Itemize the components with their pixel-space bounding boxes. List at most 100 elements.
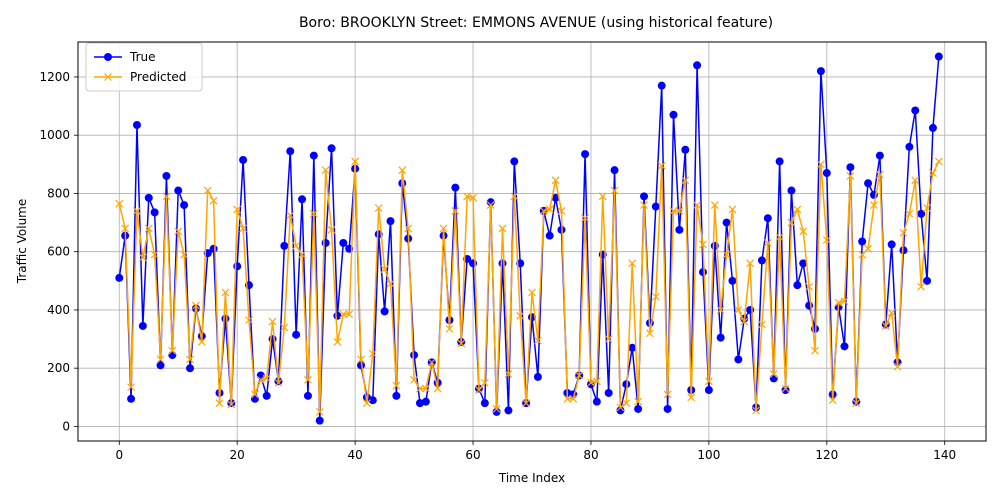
data-point-predicted [875, 170, 884, 179]
data-point-true [698, 268, 707, 277]
data-point-true [368, 396, 377, 405]
data-point-true [498, 259, 507, 268]
data-point-predicted [404, 224, 413, 233]
data-point-predicted [634, 397, 643, 406]
data-point-predicted [592, 377, 601, 386]
data-point-true [239, 155, 248, 164]
data-point-true [292, 330, 301, 339]
data-point-true [911, 106, 920, 115]
data-point-predicted [858, 250, 867, 259]
data-point-true [309, 151, 318, 160]
data-point-true [769, 374, 778, 383]
data-point-predicted [250, 390, 259, 399]
data-point-predicted [516, 311, 525, 320]
data-point-true [899, 246, 908, 255]
x-tick-label: 20 [230, 448, 245, 462]
data-point-true [781, 386, 790, 395]
data-point-predicted [881, 322, 890, 330]
data-point-true [799, 259, 808, 268]
data-point-predicted [870, 201, 878, 210]
data-point-predicted [816, 160, 825, 169]
data-point-predicted [168, 346, 177, 355]
data-point-true [504, 406, 513, 415]
data-point-predicted [616, 403, 625, 412]
data-point-true [510, 157, 519, 166]
data-point-true [533, 372, 542, 381]
data-point-true [168, 351, 177, 360]
data-point-true [286, 147, 295, 156]
data-point-predicted [445, 324, 454, 333]
data-point-true [321, 238, 330, 247]
data-point-predicted [457, 339, 466, 348]
data-point-predicted [917, 282, 926, 291]
data-point-true [746, 305, 755, 314]
data-point-true [492, 407, 501, 416]
data-point-predicted [498, 224, 507, 233]
data-point-predicted [174, 227, 183, 236]
data-point-true [592, 397, 601, 406]
data-point-predicted [492, 405, 501, 413]
data-point-true [386, 217, 395, 226]
data-point-predicted [416, 384, 424, 393]
data-point-true [132, 121, 141, 130]
data-point-predicted [421, 384, 430, 393]
data-point-predicted [763, 239, 772, 247]
data-point-true [923, 276, 932, 285]
data-point-predicted [923, 204, 931, 212]
legend-predicted-label: Predicted [130, 70, 186, 84]
data-point-true [392, 391, 401, 400]
legend-box [85, 42, 203, 92]
data-point-predicted [604, 335, 613, 343]
data-point-predicted [298, 250, 306, 259]
data-point-predicted [392, 381, 401, 390]
data-point-predicted [911, 176, 920, 185]
data-point-predicted [651, 292, 660, 301]
data-point-predicted [197, 338, 206, 346]
data-point-true [858, 237, 867, 246]
x-tick-label: 0 [115, 448, 123, 462]
data-point-true [180, 201, 189, 210]
data-point-predicted [828, 396, 837, 405]
data-point-true [486, 198, 495, 207]
data-point-predicted [127, 383, 135, 392]
data-point-true [221, 314, 230, 323]
data-point-predicted [728, 205, 737, 214]
data-point-predicted [121, 224, 130, 233]
data-point-predicted [610, 186, 619, 195]
data-point-predicted [846, 172, 855, 180]
data-point-true [327, 144, 336, 153]
data-point-predicted [504, 370, 513, 378]
data-point-true [722, 218, 731, 227]
data-point-true [262, 391, 271, 400]
data-point-predicted [899, 228, 908, 237]
data-point-predicted [274, 378, 283, 387]
data-point-true [551, 193, 560, 202]
data-point-true [380, 307, 389, 316]
data-point-predicted [758, 320, 766, 329]
data-point-predicted [368, 349, 377, 358]
data-point-true [775, 157, 784, 166]
data-point-true [681, 145, 690, 154]
data-point-true [315, 416, 324, 425]
data-point-true [793, 281, 802, 290]
data-point-predicted [893, 362, 902, 371]
data-point-predicted [191, 301, 200, 310]
data-point-predicted [475, 386, 483, 394]
data-point-predicted [563, 394, 572, 403]
data-point-predicted [427, 358, 436, 367]
data-point-predicted [156, 355, 165, 364]
data-point-true [634, 404, 643, 413]
legend-predicted-marker [104, 73, 112, 81]
data-point-predicted [734, 306, 743, 314]
data-point-predicted [657, 161, 666, 170]
series-layer [115, 52, 943, 425]
data-point-true [604, 388, 613, 397]
data-point-predicted [233, 205, 242, 214]
data-point-predicted [144, 224, 153, 233]
data-point-true [144, 193, 153, 202]
data-point-predicted [640, 201, 648, 210]
data-point-predicted [934, 157, 943, 166]
data-point-predicted [221, 288, 230, 297]
data-point-predicted [180, 250, 189, 259]
data-point-predicted [704, 377, 713, 386]
